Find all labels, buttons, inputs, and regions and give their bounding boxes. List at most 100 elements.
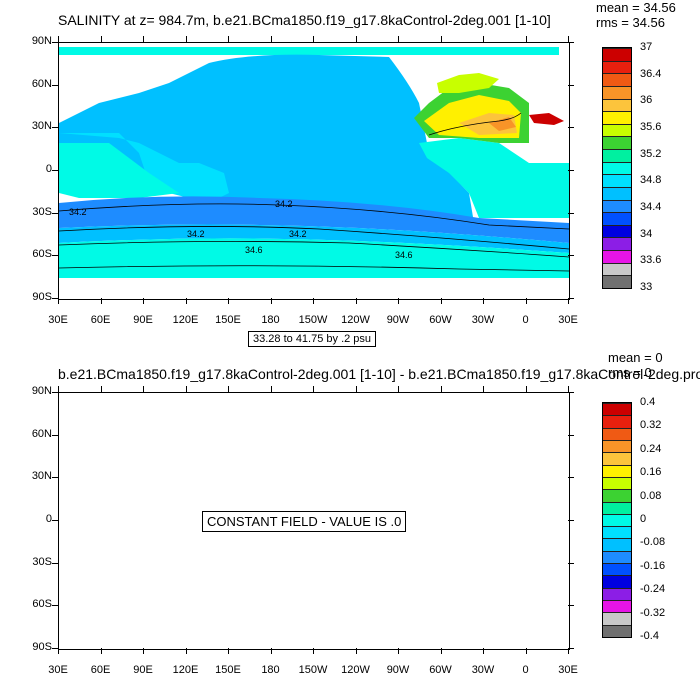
lon-tick	[568, 298, 569, 304]
lon-tick	[398, 386, 399, 392]
colorbar-cell	[603, 237, 631, 251]
colorbar-cell	[603, 439, 631, 453]
lat-tick	[568, 392, 574, 393]
colorbar-cell	[603, 123, 631, 137]
lat-tick-label: 30N	[31, 120, 52, 133]
lat-tick	[52, 562, 58, 564]
lon-tick-label: 90W	[386, 664, 410, 676]
colorbar-cell	[603, 563, 631, 576]
lon-tick	[143, 648, 144, 654]
colorbar-tick-label: -0.16	[640, 559, 666, 572]
lat-tick	[568, 298, 574, 299]
colorbar-cell	[603, 250, 631, 263]
colorbar-cell	[603, 60, 631, 74]
lon-tick	[525, 648, 527, 654]
lon-tick	[483, 386, 484, 392]
colorbar-cell	[603, 612, 631, 625]
nordic-seas	[437, 73, 499, 93]
colorbar-cell	[603, 624, 631, 637]
lon-tick	[185, 36, 187, 42]
lon-tick	[568, 36, 569, 42]
lon-tick	[440, 36, 442, 42]
lat-tick-label: 30N	[31, 470, 52, 483]
colorbar-cell	[603, 98, 631, 112]
lat-tick	[52, 648, 58, 649]
colorbar-cell	[603, 538, 631, 551]
lon-tick	[143, 298, 144, 304]
mean-value: mean = 0	[608, 350, 663, 365]
colorbar-cell	[603, 575, 631, 588]
lat-tick-label: 30S	[32, 555, 52, 568]
colorbar-tick-label: 34.4	[640, 201, 662, 213]
lat-tick-label: 0	[45, 163, 52, 175]
lon-tick	[313, 648, 314, 654]
lat-tick	[52, 170, 58, 171]
colorbar-cell	[603, 136, 631, 150]
lat-tick-label: 30S	[32, 205, 52, 218]
mean-value: mean = 34.56	[596, 0, 676, 15]
lat-tick	[568, 84, 574, 86]
lat-tick	[568, 520, 574, 521]
lon-tick	[143, 386, 144, 392]
lon-tick-label: 0	[522, 664, 529, 676]
lat-tick	[52, 84, 58, 86]
colorbar-tick-label: -0.08	[640, 536, 666, 549]
lon-tick	[313, 36, 314, 42]
lon-tick	[58, 648, 59, 654]
colorbar-cell	[603, 149, 631, 162]
contour-label: 34.2	[187, 229, 205, 239]
southern-band-1	[59, 196, 569, 243]
colorbar-cell	[603, 48, 631, 61]
lon-tick	[270, 386, 272, 392]
colorbar-cell	[603, 464, 631, 477]
lat-tick	[52, 434, 58, 436]
lon-tick-label: 120E	[172, 664, 199, 676]
lon-tick-label: 30W	[471, 664, 495, 676]
lon-tick	[58, 36, 59, 42]
lat-tick	[568, 562, 574, 564]
contour-label: 34.2	[289, 229, 307, 239]
lon-tick-label: 150E	[215, 314, 241, 326]
lon-tick	[100, 386, 102, 392]
colorbar-tick-label: -0.4	[640, 630, 659, 642]
lon-tick-label: 30E	[558, 314, 578, 326]
lon-tick	[228, 36, 229, 42]
lon-tick	[355, 298, 357, 304]
lat-tick-label: 90N	[31, 35, 52, 47]
lat-tick	[52, 520, 58, 521]
lon-tick	[568, 386, 569, 392]
lon-tick-label: 120W	[341, 314, 370, 326]
lon-tick	[313, 298, 314, 304]
lon-tick-label: 90E	[133, 664, 153, 676]
lat-tick	[568, 477, 574, 479]
colorbar-tick-label: 0.32	[640, 419, 662, 432]
lon-tick	[355, 36, 357, 42]
contour-label: 34.2	[275, 199, 293, 209]
lon-tick	[100, 648, 102, 654]
contour-34-2-b	[59, 226, 569, 250]
colorbar-tick-label: 0	[640, 513, 647, 525]
map-title: SALINITY at z= 984.7m, b.e21.BCma1850.f1…	[58, 12, 551, 28]
lon-tick	[355, 648, 357, 654]
lon-tick-label: 60W	[429, 314, 452, 326]
contour-label: 34.6	[395, 250, 413, 260]
contour-label: 34.2	[69, 207, 87, 217]
lat-tick-label: 0	[45, 513, 52, 525]
lon-tick-label: 120W	[341, 664, 370, 676]
colorbar-cell	[603, 174, 631, 187]
lat-tick	[52, 42, 58, 43]
lat-tick	[568, 605, 574, 607]
lat-tick	[52, 392, 58, 393]
colorbar	[602, 47, 632, 289]
colorbar-tick-label: 33.6	[640, 254, 662, 267]
lon-tick-label: 60W	[429, 664, 452, 676]
lon-tick-label: 150E	[215, 664, 241, 676]
colorbar-tick-label: -0.24	[640, 583, 666, 596]
colorbar-cell	[603, 513, 631, 527]
lon-tick	[58, 298, 59, 304]
lon-tick	[185, 648, 187, 654]
lat-tick	[568, 170, 574, 171]
lat-tick-label: 60N	[31, 427, 52, 440]
lon-tick	[228, 298, 229, 304]
lon-tick-label: 60E	[90, 314, 111, 326]
